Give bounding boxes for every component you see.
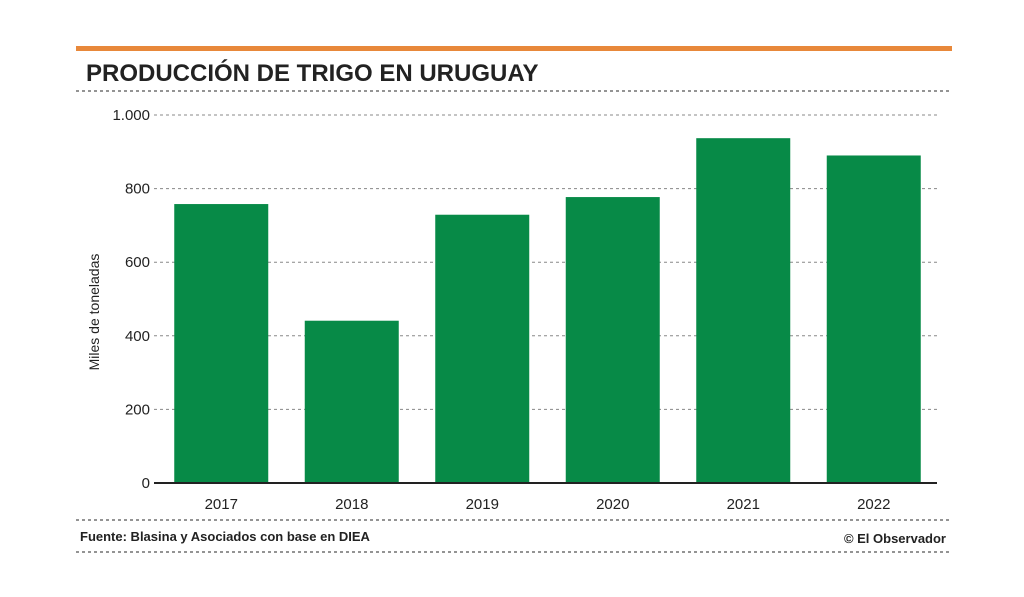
y-tick-label-400: 400	[125, 328, 150, 345]
header-accent-bar	[76, 46, 952, 51]
x-tick-label-2019: 2019	[466, 496, 499, 513]
x-tick-label-2018: 2018	[335, 496, 368, 513]
y-tick-labels: 0 200 400 600 800 1.000	[112, 107, 150, 492]
y-tick-label-1000: 1.000	[112, 107, 150, 124]
y-tick-label-800: 800	[125, 181, 150, 198]
gridlines	[154, 114, 937, 410]
bars	[174, 138, 921, 484]
y-tick-label-0: 0	[142, 475, 150, 492]
x-tick-label-2022: 2022	[857, 496, 890, 513]
x-tick-label-2021: 2021	[727, 496, 760, 513]
source-note: Fuente: Blasina y Asociados con base en …	[80, 529, 371, 544]
bar-2017	[174, 204, 269, 483]
bar-2022	[826, 155, 921, 484]
bar-2020	[565, 197, 660, 483]
y-tick-label-200: 200	[125, 401, 150, 418]
bar-2018	[304, 320, 399, 483]
bar-2019	[435, 214, 530, 483]
chart-title: PRODUCCIÓN DE TRIGO EN URUGUAY	[86, 59, 538, 87]
x-tick-labels: 2017 2018 2019 2020 2021 2022	[205, 496, 891, 513]
x-tick-label-2017: 2017	[205, 496, 238, 513]
credit-note: © El Observador	[844, 531, 946, 546]
y-axis-label: Miles de toneladas	[86, 254, 102, 371]
x-tick-label-2020: 2020	[596, 496, 629, 513]
bar-2021	[696, 138, 791, 483]
y-tick-label-600: 600	[125, 254, 150, 271]
